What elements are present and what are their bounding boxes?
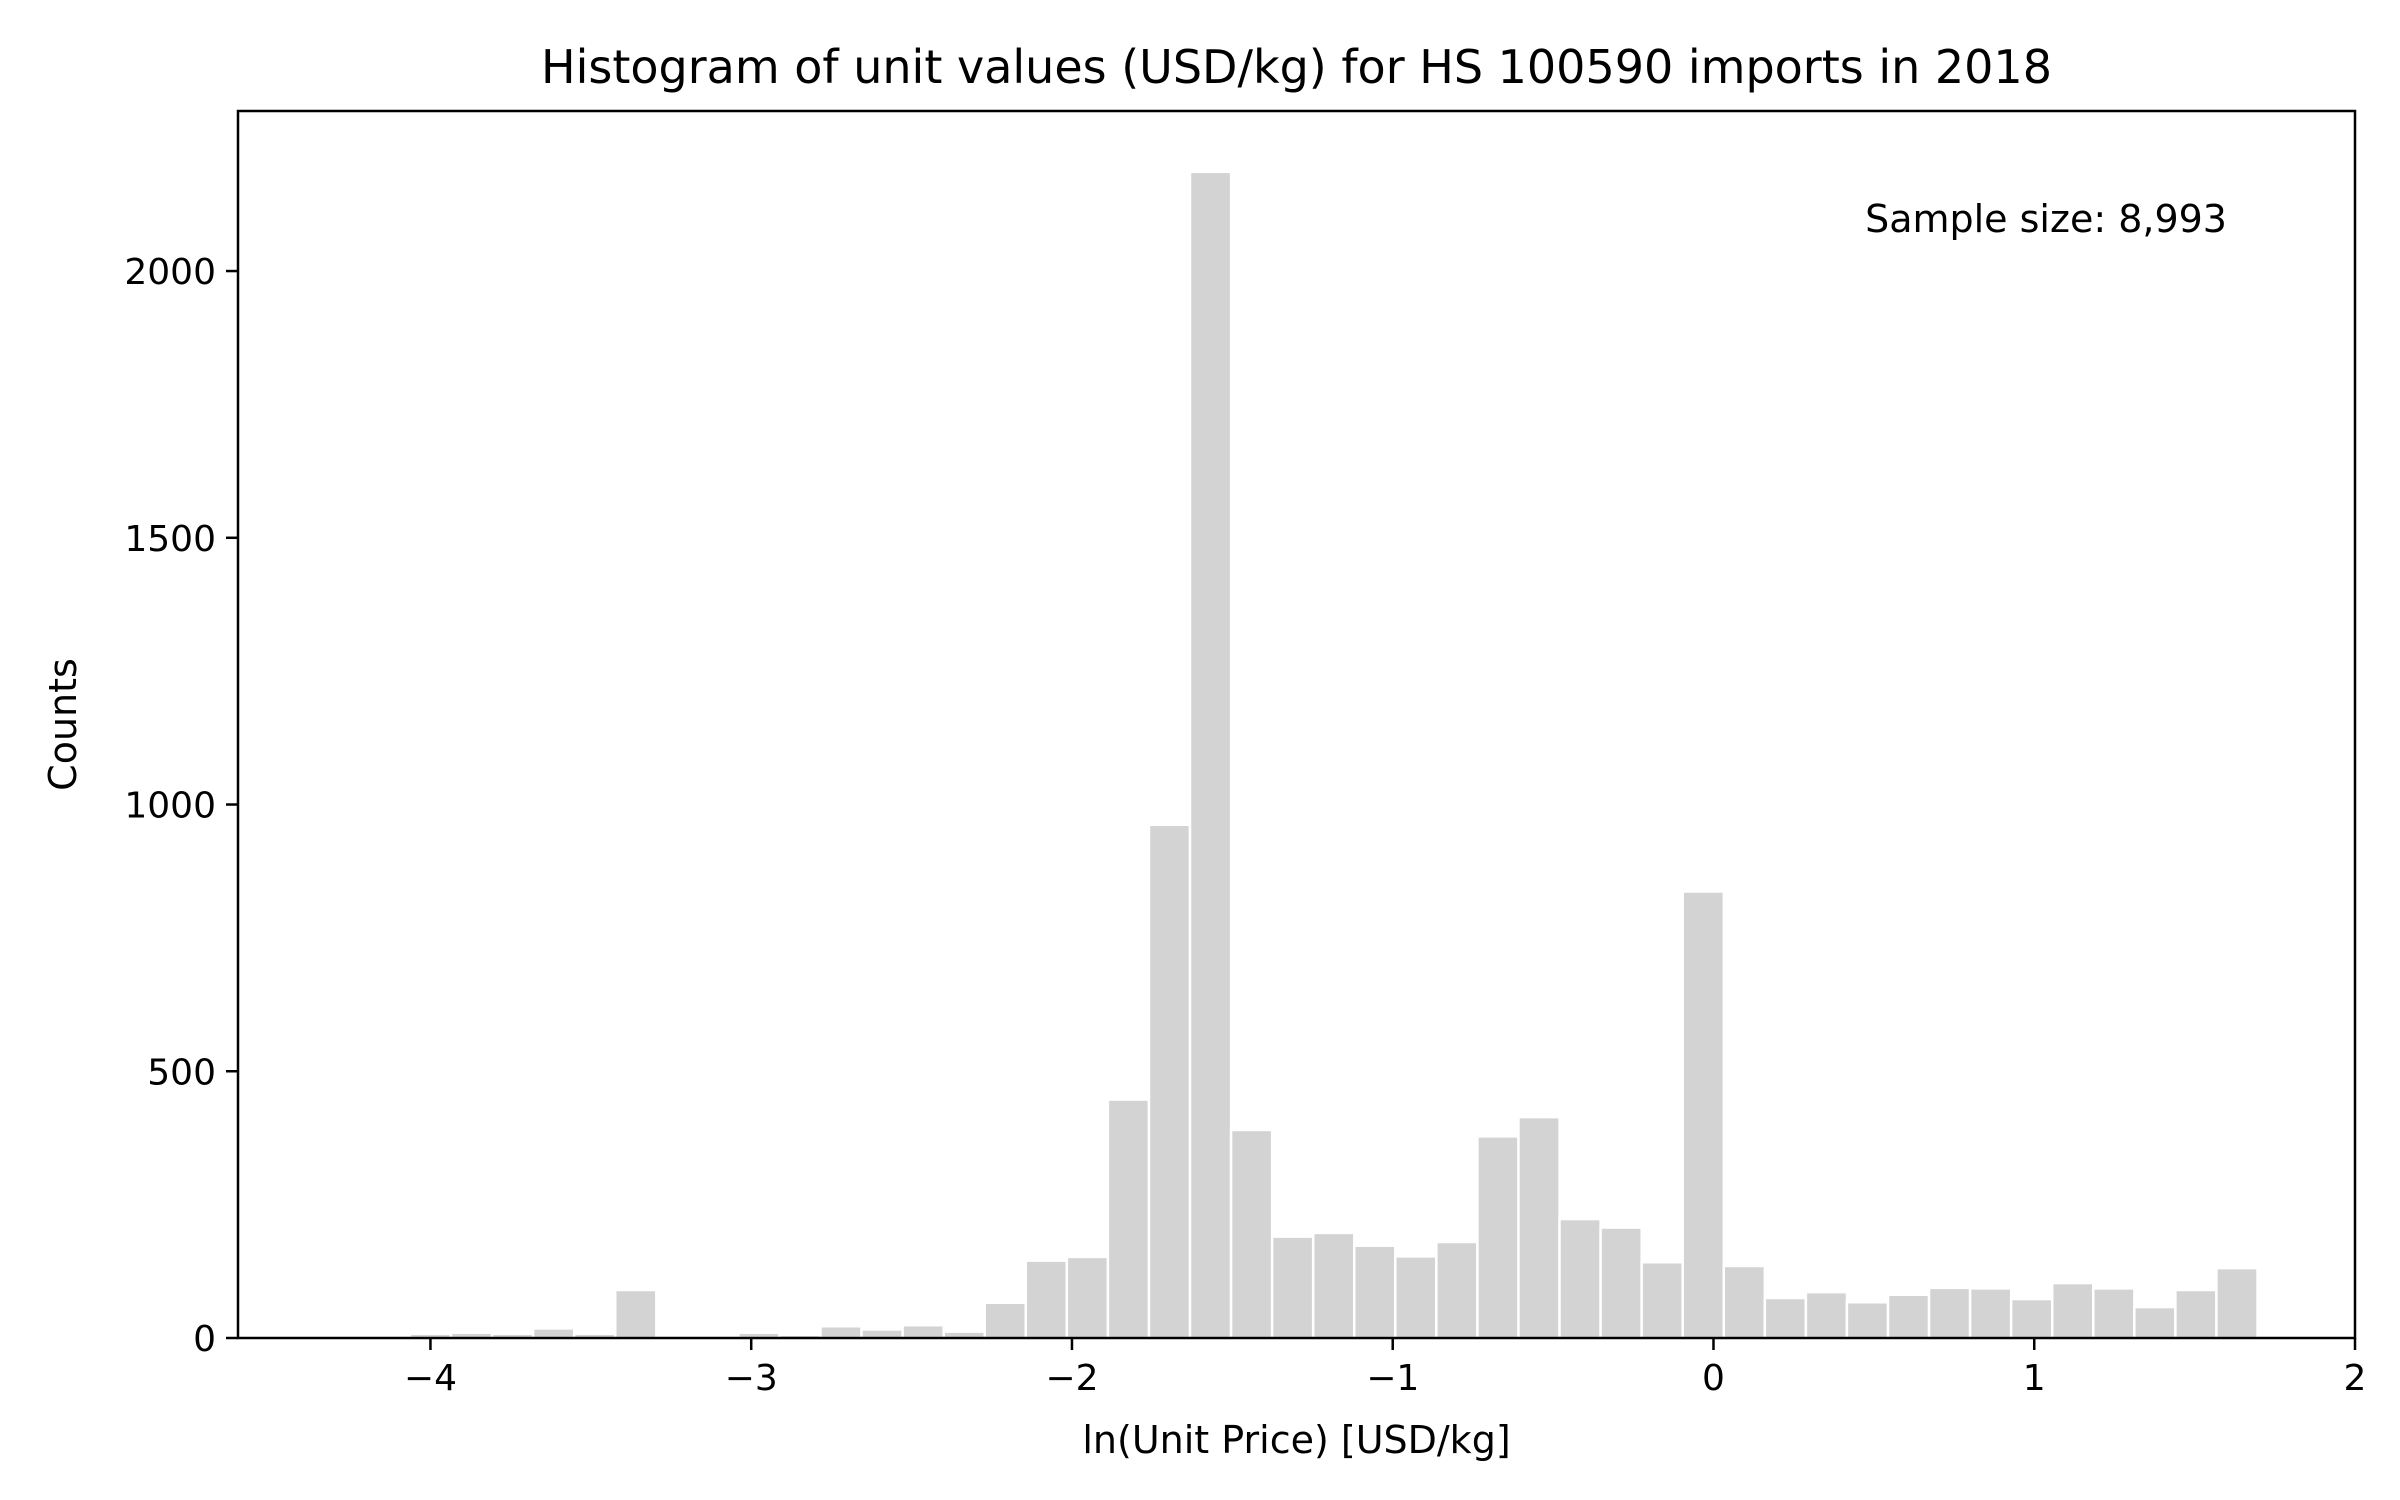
x-tick-label: −3 [725,1358,778,1399]
x-tick-label: −1 [1366,1358,1419,1399]
y-tick-label: 0 [193,1319,216,1360]
histogram-bar [531,1327,576,1340]
histogram-bar [1394,1255,1438,1340]
histogram-bar [1435,1240,1479,1340]
histogram-bar [613,1288,658,1340]
histogram-bar [1599,1226,1643,1340]
histogram-bar [1476,1135,1520,1340]
histogram-bar [901,1323,945,1340]
x-tick-label: −4 [404,1358,457,1399]
histogram-bar [1188,170,1233,1340]
histogram-bar [2215,1266,2259,1340]
x-tick-label: −2 [1045,1358,1098,1399]
plot-frame [236,109,2357,1340]
y-axis-ticks: 0 500 1000 1500 2000 [124,252,238,1360]
histogram-bar [1311,1231,1356,1340]
x-tick-label: 1 [2023,1358,2046,1399]
histogram-bar [1640,1260,1685,1340]
y-tick-label: 2000 [124,252,216,293]
x-tick-label: 0 [1702,1358,1725,1399]
chart-title: Histogram of unit values (USD/kg) for HS… [541,40,2052,94]
x-tick-label: 2 [2344,1358,2367,1399]
sample-size-annotation: Sample size: 8,993 [1865,197,2227,241]
histogram-bar [1024,1259,1069,1340]
histogram-bar [860,1328,904,1340]
histogram-bar [1270,1235,1315,1340]
histogram-bar [1517,1115,1561,1340]
histogram-bar [1722,1264,1767,1340]
histogram-bar [1927,1286,1972,1340]
histogram-bar [1558,1217,1602,1340]
y-tick-label: 1500 [124,519,216,560]
histogram-bar [2092,1287,2136,1340]
x-axis-label: ln(Unit Price) [USD/kg] [1082,1418,1510,1462]
y-tick-label: 1000 [124,786,216,827]
x-axis-ticks: −4 −3 −2 −1 0 1 2 [404,1338,2367,1399]
histogram-bar [2050,1281,2095,1340]
bars-group [326,170,2259,1340]
y-tick-label: 500 [147,1052,216,1093]
histogram-bar [1681,890,1726,1340]
histogram-bar [1065,1255,1110,1340]
histogram-bar [1106,1098,1151,1340]
histogram-bar [2174,1288,2218,1340]
histogram-bar [1352,1244,1397,1340]
histogram-bar [1886,1293,1931,1340]
histogram-bar [1968,1287,2013,1340]
y-axis-label: Counts [41,658,85,791]
histogram-bar [2133,1305,2177,1340]
histogram-bar [1845,1301,1890,1340]
histogram-bar [1804,1290,1849,1340]
histogram-bar [1147,823,1192,1340]
histogram-bar [2009,1297,2054,1340]
histogram-bar [1229,1128,1274,1340]
histogram-bar [819,1325,863,1340]
histogram-bar [983,1301,1028,1340]
histogram-bar [1763,1296,1808,1340]
